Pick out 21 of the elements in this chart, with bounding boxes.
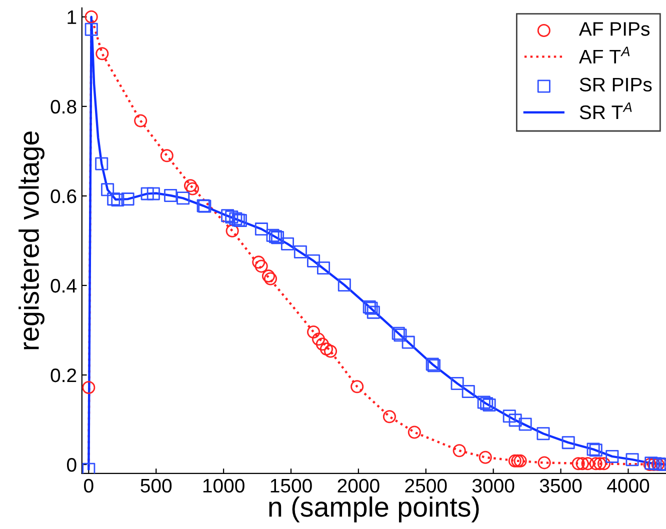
- y-tick-label: 0: [67, 458, 76, 472]
- x-tick-label: 3500: [540, 478, 582, 493]
- x-tick-label: 2000: [338, 478, 380, 493]
- x-tick-label: 4000: [607, 478, 650, 493]
- y-tick-label: 0.4: [50, 278, 76, 293]
- y-tick-label: 0.2: [50, 368, 76, 382]
- legend-label: AF T$^{A}$: [578, 46, 630, 64]
- x-tick-label: 3000: [472, 478, 514, 493]
- x-tick-label: 1000: [203, 478, 244, 493]
- x-tick-label: 0: [84, 478, 94, 493]
- legend-label: SR PIPs: [580, 78, 652, 92]
- y-tick-label: 0.8: [50, 100, 76, 114]
- x-axis-title: n (sample points): [269, 496, 479, 522]
- y-tick-label: 0.6: [50, 189, 76, 204]
- x-tick-label: 500: [140, 478, 172, 493]
- legend-label: AF PIPs: [578, 22, 650, 36]
- x-tick-label: 1500: [270, 478, 312, 493]
- y-tick-label: 1: [68, 10, 76, 24]
- y-axis-title: registered voltage: [18, 132, 44, 350]
- legend-label: SR T$^{A}$: [580, 102, 632, 120]
- x-tick-label: 2500: [405, 478, 447, 493]
